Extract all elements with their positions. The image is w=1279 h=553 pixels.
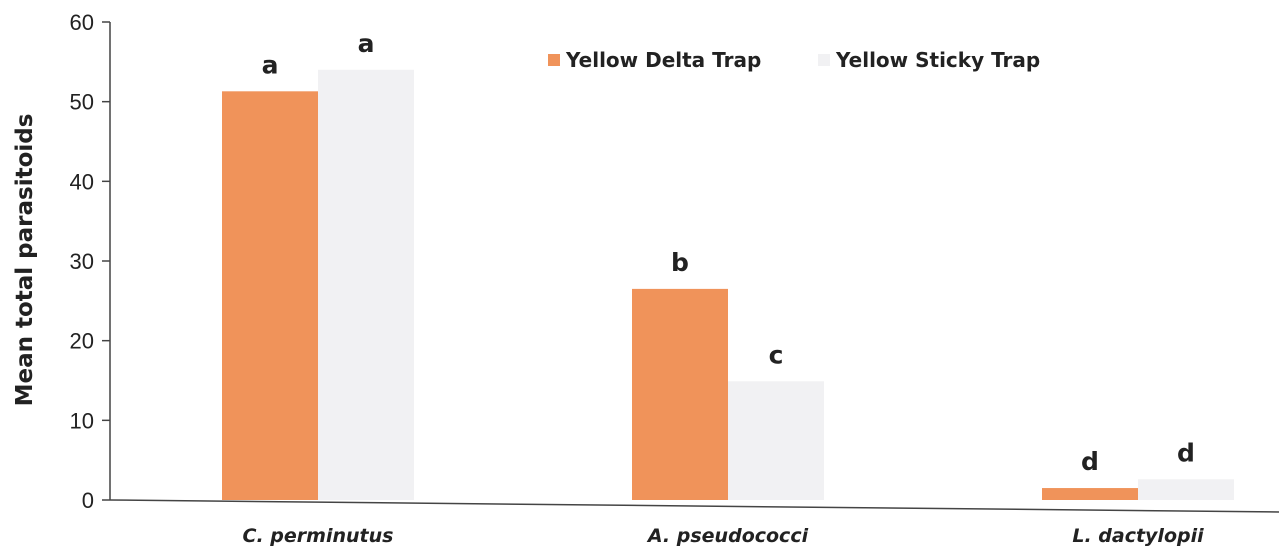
y-tick-label: 0 xyxy=(82,488,94,513)
y-tick-label: 50 xyxy=(70,90,94,115)
significance-letter: d xyxy=(1177,438,1195,467)
bar-sticky-2 xyxy=(728,381,824,500)
bar-sticky-1 xyxy=(318,69,414,501)
significance-letter: c xyxy=(769,340,784,369)
y-tick-label: 40 xyxy=(70,169,94,194)
y-tick-label: 20 xyxy=(70,329,94,354)
significance-letter: d xyxy=(1081,447,1099,476)
x-axis: C. perminutus A. pseudococci L. dactylopii xyxy=(109,499,1279,547)
bar-delta-2 xyxy=(632,288,728,500)
y-axis-title: Mean total parasitoids xyxy=(12,114,38,407)
legend-item: Yellow Delta Trap xyxy=(548,48,761,72)
y-tick-label: 30 xyxy=(70,249,94,274)
bar-delta-1 xyxy=(222,91,318,500)
x-category-label: C. perminutus xyxy=(243,525,394,547)
bar-delta-3 xyxy=(1042,488,1138,500)
x-axis-line xyxy=(109,499,1279,513)
legend-swatch xyxy=(548,54,560,66)
y-tick-label: 10 xyxy=(70,408,94,433)
significance-letter: a xyxy=(358,29,375,58)
legend-swatch xyxy=(818,54,830,66)
significance-letter: b xyxy=(671,248,689,277)
y-tick-label: 60 xyxy=(70,10,94,35)
legend: Yellow Delta Trap Yellow Sticky Trap xyxy=(548,48,1040,72)
x-category-label: A. pseudococci xyxy=(646,525,809,547)
bar-sticky-3 xyxy=(1138,479,1234,500)
x-category-label: L. dactylopii xyxy=(1072,525,1204,547)
legend-label: Yellow Delta Trap xyxy=(565,48,761,72)
bars xyxy=(222,69,1234,501)
significance-letters: a a b c d d xyxy=(262,29,1195,476)
significance-letter: a xyxy=(262,50,279,79)
legend-label: Yellow Sticky Trap xyxy=(835,48,1040,72)
legend-item: Yellow Sticky Trap xyxy=(818,48,1040,72)
y-axis: 0 10 20 30 40 50 60 xyxy=(70,10,111,513)
